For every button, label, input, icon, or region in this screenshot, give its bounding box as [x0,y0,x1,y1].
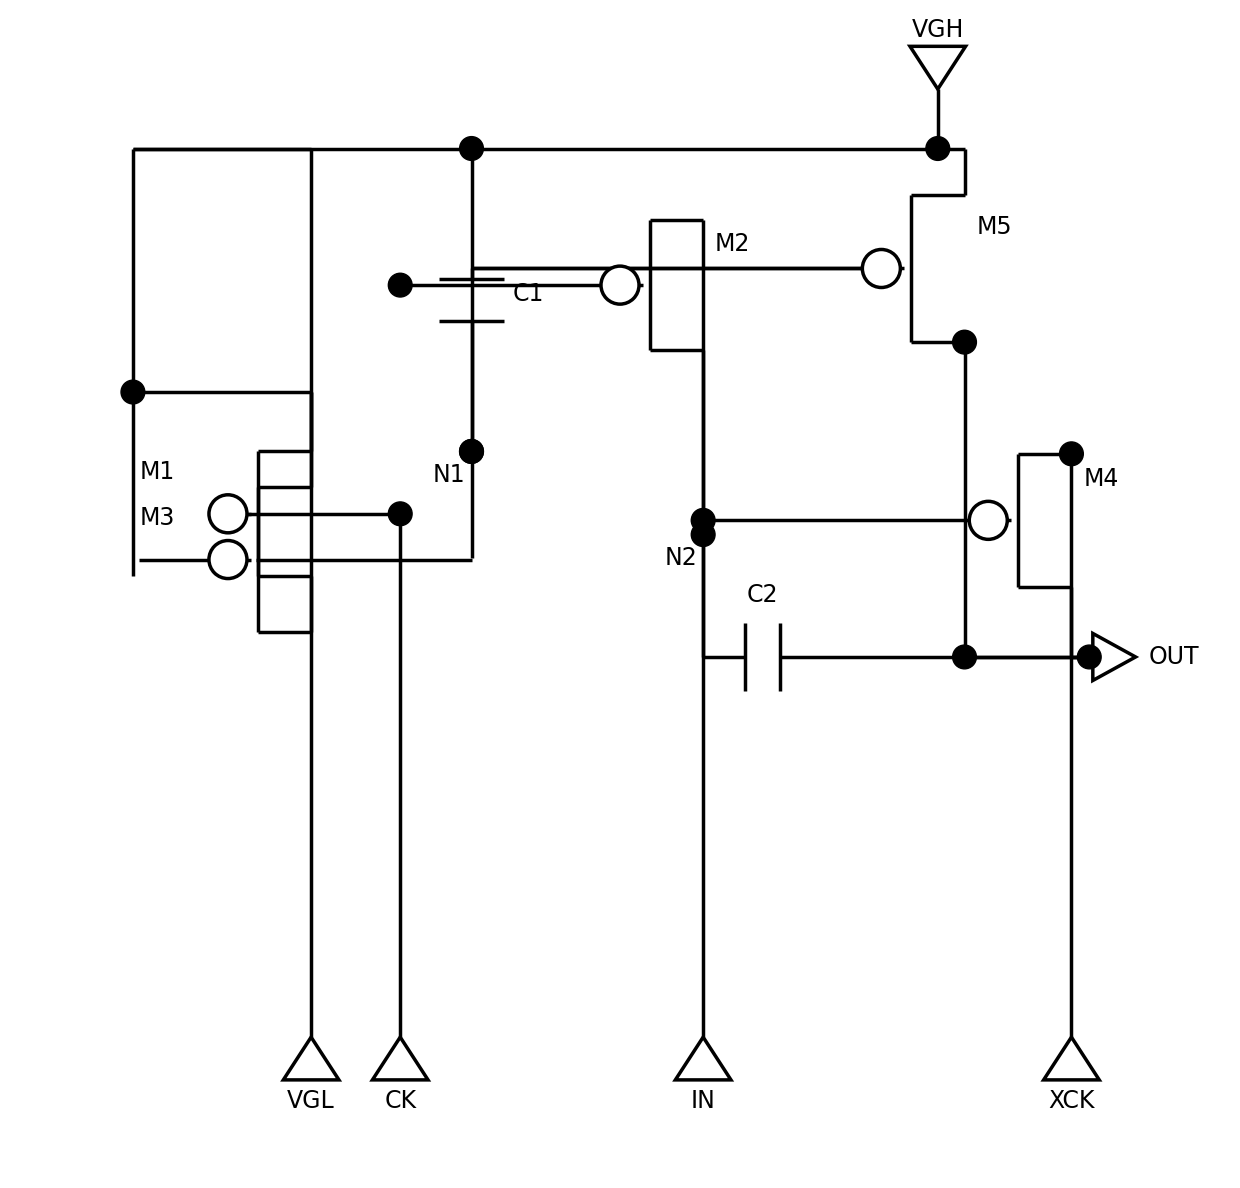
Circle shape [926,137,950,160]
Text: M2: M2 [715,232,750,255]
Text: N1: N1 [433,463,465,487]
Text: C1: C1 [513,282,544,307]
Text: OUT: OUT [1148,645,1199,669]
Circle shape [691,523,715,546]
Text: C2: C2 [746,583,779,607]
Circle shape [122,380,145,404]
Circle shape [210,541,247,579]
Text: VGL: VGL [288,1089,335,1113]
Circle shape [1078,645,1101,669]
Circle shape [691,508,715,532]
Circle shape [1059,442,1084,466]
Circle shape [388,273,412,297]
Text: M3: M3 [139,506,175,530]
Circle shape [952,330,976,354]
Circle shape [601,266,639,304]
Circle shape [970,501,1007,539]
Circle shape [388,501,412,525]
Circle shape [862,249,900,287]
Text: M4: M4 [1084,467,1118,491]
Circle shape [210,494,247,532]
Circle shape [460,137,484,160]
Text: CK: CK [384,1089,417,1113]
Text: VGH: VGH [911,18,963,42]
Text: M5: M5 [976,215,1012,239]
Text: XCK: XCK [1048,1089,1095,1113]
Text: N2: N2 [665,546,697,570]
Circle shape [952,645,976,669]
Text: IN: IN [691,1089,715,1113]
Circle shape [460,440,484,463]
Circle shape [460,440,484,463]
Text: M1: M1 [139,460,175,485]
